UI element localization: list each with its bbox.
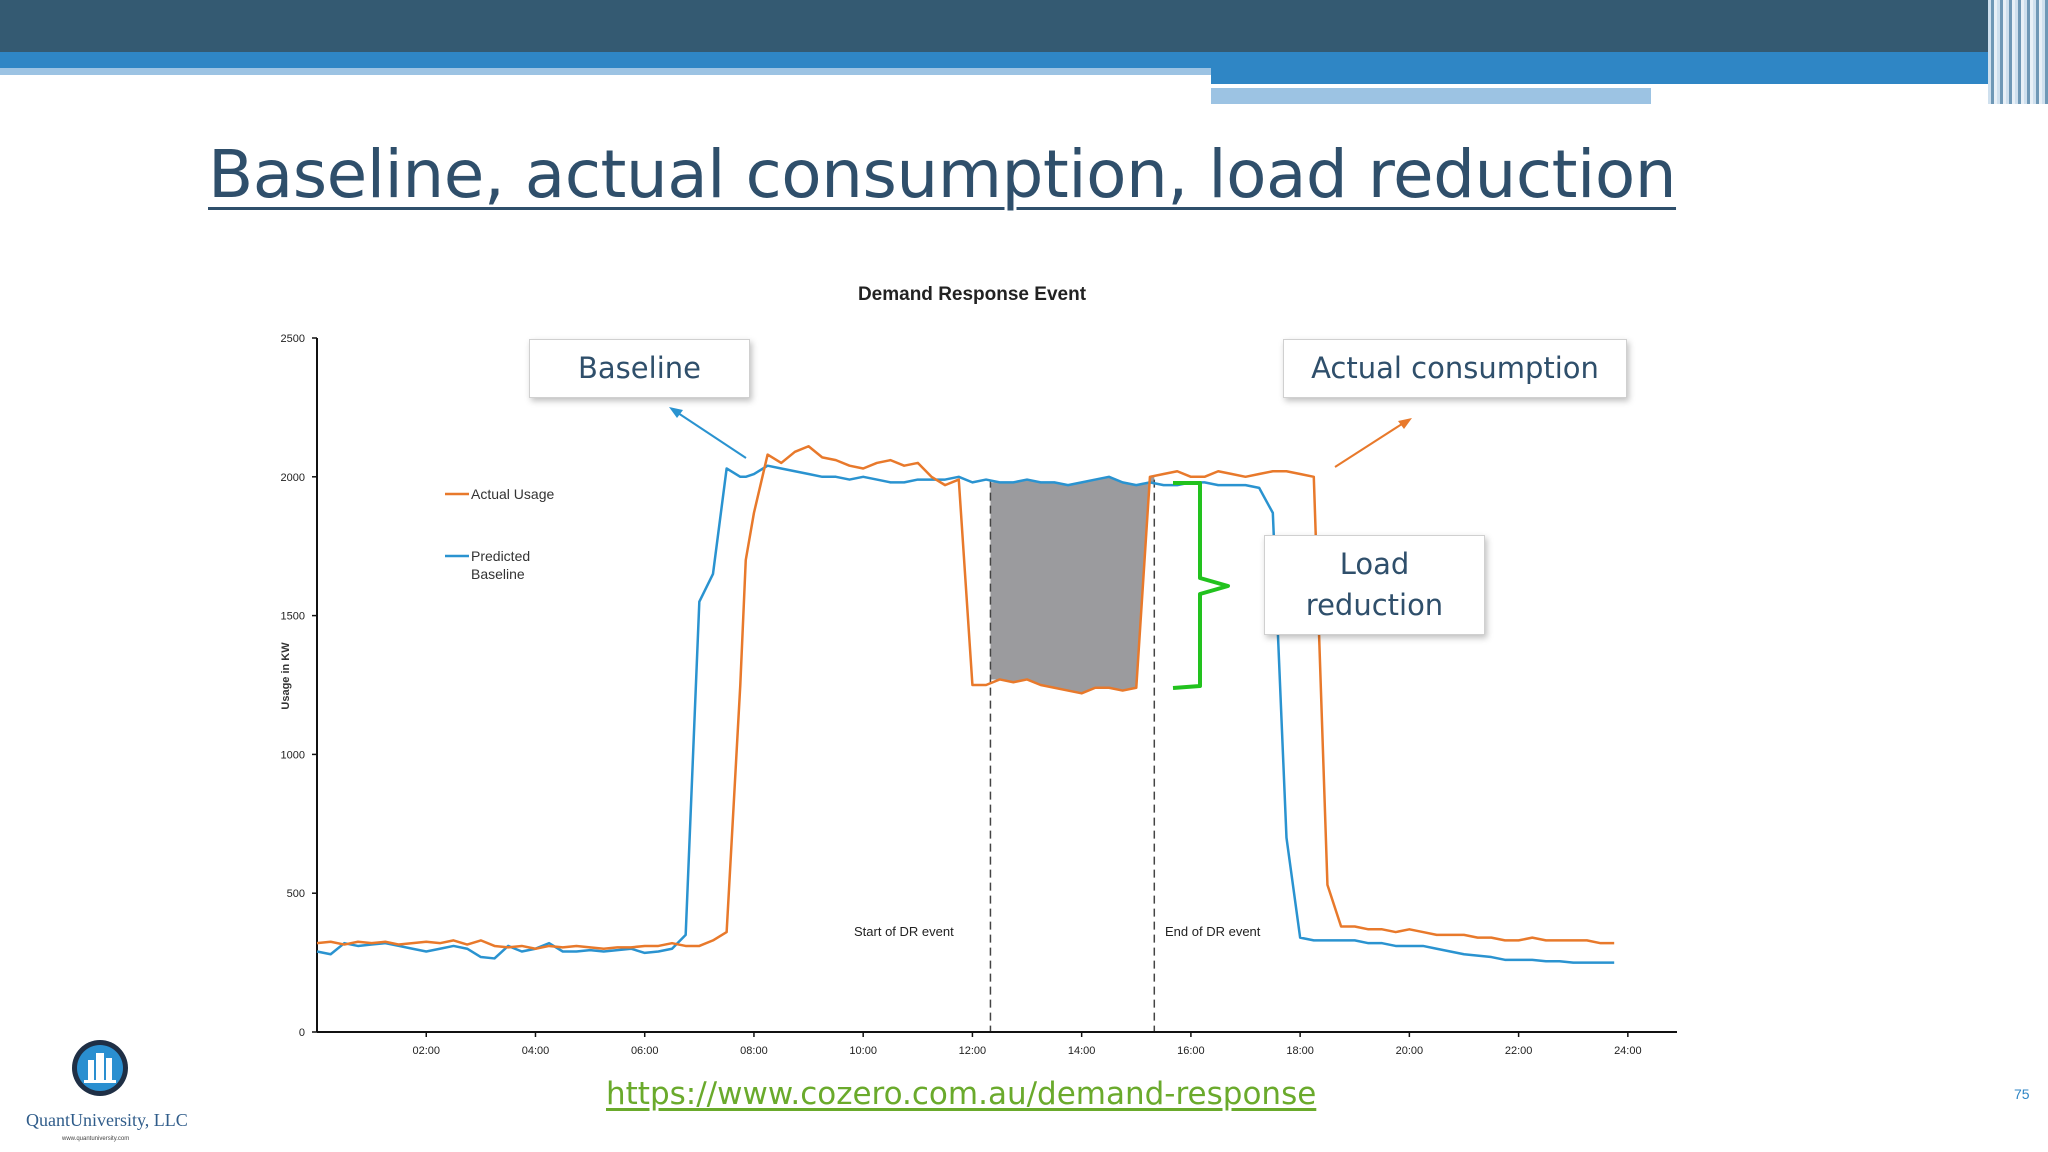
baseline-callout: Baseline (529, 339, 750, 398)
y-tick-label: 2500 (281, 333, 305, 345)
axes-group: 0 500 1000 1500 2000 2500 02:00 04:00 06:00 08:00… (281, 333, 1677, 1057)
header-accent-band-right (1211, 68, 2048, 84)
actual-consumption-callout: Actual consumption (1283, 339, 1627, 398)
header-stripes (1988, 0, 2048, 104)
header-band (0, 0, 2048, 52)
y-tick-label: 2000 (281, 472, 305, 484)
legend-baseline-label: Predicted Baseline (471, 548, 530, 582)
legend-actual-label: Actual Usage (471, 486, 554, 502)
slide-title: Baseline, actual consumption, load reduc… (208, 136, 1677, 213)
actual-arrow (1334, 421, 1406, 468)
x-tick-label: 04:00 (522, 1045, 550, 1057)
chart-title: Demand Response Event (858, 284, 1087, 305)
actual-consumption-callout-text: Actual consumption (1311, 351, 1599, 386)
load-reduction-area-group (990, 476, 1155, 694)
series-group (316, 445, 1615, 964)
baseline-arrow (674, 410, 747, 459)
x-tick-label: 14:00 (1068, 1045, 1096, 1057)
x-tick-label: 02:00 (412, 1045, 440, 1057)
source-link[interactable]: https://www.cozero.com.au/demand-respons… (606, 1076, 1317, 1112)
x-tick-label: 18:00 (1286, 1045, 1314, 1057)
load-reduction-callout: Load reduction (1264, 535, 1485, 635)
header-light-band (0, 68, 1211, 75)
header-divider (1211, 84, 1897, 88)
end-dr-event-label: End of DR event (1165, 924, 1261, 939)
x-tick-label: 20:00 (1396, 1045, 1424, 1057)
x-tick-label: 22:00 (1505, 1045, 1533, 1057)
y-axis-label: Usage in KW (280, 642, 292, 710)
y-tick-label: 1500 (281, 611, 305, 623)
load-reduction-text-line2: reduction (1305, 588, 1444, 622)
y-tick-label: 1000 (281, 749, 305, 761)
actual-arrowhead-icon (1398, 418, 1412, 429)
x-tick-label: 08:00 (740, 1045, 768, 1057)
y-tick-label: 0 (299, 1027, 305, 1039)
start-dr-event-label: Start of DR event (854, 924, 954, 939)
load-reduction-brace-icon (1172, 481, 1230, 690)
logo-name: QuantUniversity, LLC (26, 1110, 188, 1130)
building-logo-icon (72, 1040, 128, 1096)
x-tick-label: 10:00 (849, 1045, 877, 1057)
x-tick-label: 06:00 (631, 1045, 659, 1057)
load-reduction-text-line1: Load (1339, 547, 1410, 582)
x-tick-label: 16:00 (1177, 1045, 1205, 1057)
baseline-arrowhead-icon (669, 407, 683, 418)
logo-url: www.quantuniversity.com (62, 1136, 130, 1142)
header-accent-band (0, 52, 2048, 68)
page-number: 75 (2014, 1086, 2030, 1102)
event-lines-group (989, 479, 1156, 1032)
header-light-band-right (1211, 88, 1651, 104)
load-reduction-area (990, 476, 1155, 694)
actual-usage-line (316, 445, 1615, 950)
x-tick-label: 12:00 (959, 1045, 987, 1057)
y-tick-label: 500 (287, 888, 305, 900)
baseline-callout-text: Baseline (578, 351, 701, 386)
x-tick-label: 24:00 (1614, 1045, 1642, 1057)
